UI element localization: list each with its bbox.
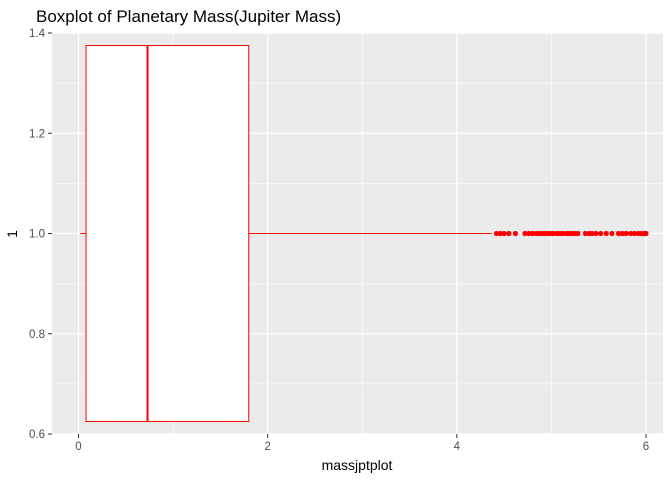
outlier-point bbox=[593, 230, 599, 237]
outlier-point bbox=[589, 230, 595, 237]
y-tick-label: 1.2 bbox=[29, 128, 45, 140]
outlier-point bbox=[643, 230, 649, 237]
y-axis-title: 1 bbox=[4, 230, 20, 238]
outlier-point bbox=[628, 230, 634, 237]
x-axis-title: massjptplot bbox=[322, 457, 393, 473]
outlier-point bbox=[632, 230, 638, 237]
outlier-point bbox=[560, 230, 566, 237]
y-axis-ticks: 0.6 0.8 1.0 1.2 1.4 bbox=[29, 28, 52, 441]
x-tick-label: 6 bbox=[643, 441, 649, 453]
outlier-point bbox=[623, 230, 629, 237]
outlier-points bbox=[493, 230, 649, 237]
x-axis-ticks: 0 2 4 6 bbox=[75, 434, 649, 453]
outlier-point bbox=[575, 230, 581, 237]
outlier-point bbox=[597, 230, 604, 237]
boxplot-group bbox=[80, 45, 492, 422]
x-tick-label: 0 bbox=[75, 441, 81, 453]
x-tick-label: 2 bbox=[264, 441, 270, 453]
outlier-point bbox=[506, 230, 512, 237]
outlier-point bbox=[609, 230, 615, 237]
interquartile-box bbox=[85, 45, 250, 422]
y-tick-label: 0.6 bbox=[29, 429, 45, 441]
outlier-point bbox=[550, 230, 556, 237]
outlier-point bbox=[497, 230, 503, 237]
outlier-point bbox=[619, 230, 625, 237]
outlier-point bbox=[501, 230, 507, 237]
y-tick-label: 1.0 bbox=[29, 229, 45, 241]
y-tick-label: 0.8 bbox=[29, 329, 45, 341]
outlier-point bbox=[529, 230, 536, 237]
outlier-point bbox=[582, 230, 589, 237]
outlier-point bbox=[512, 230, 519, 237]
outlier-point bbox=[493, 230, 500, 237]
outlier-point bbox=[522, 230, 528, 237]
chart-title: Boxplot of Planetary Mass(Jupiter Mass) bbox=[36, 7, 341, 26]
outlier-point bbox=[603, 230, 609, 237]
y-tick-label: 1.4 bbox=[29, 28, 46, 40]
outlier-point bbox=[615, 230, 622, 237]
outlier-point bbox=[526, 230, 532, 237]
x-tick-label: 4 bbox=[454, 441, 461, 453]
